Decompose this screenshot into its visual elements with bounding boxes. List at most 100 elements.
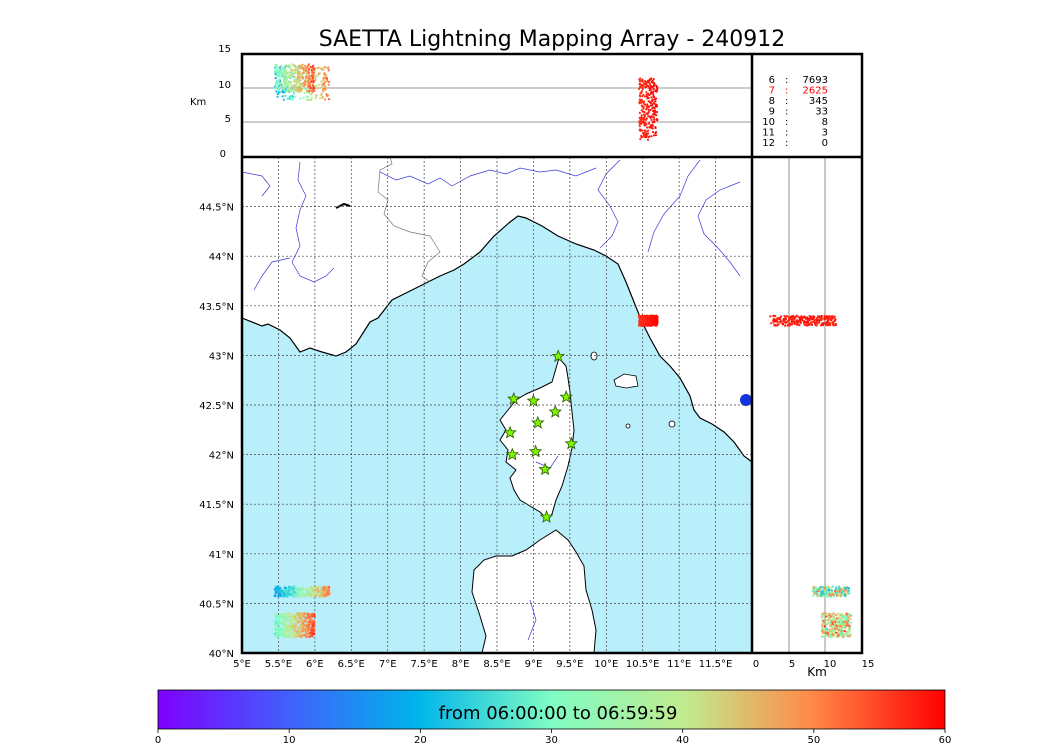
- lightning-altitude-point: [830, 589, 833, 592]
- lightning-source-point: [654, 323, 657, 327]
- lightning-altitude-point: [782, 318, 785, 321]
- lightning-altitude-point: [828, 321, 831, 325]
- lightning-altitude-point: [306, 89, 309, 92]
- lightning-altitude-point: [835, 592, 839, 595]
- lightning-altitude-point: [297, 68, 300, 71]
- lightning-altitude-point: [840, 588, 843, 591]
- lightning-altitude-point: [840, 595, 843, 598]
- lightning-altitude-point: [304, 69, 307, 72]
- lightning-source-point: [314, 586, 318, 589]
- lightning-altitude-point: [774, 314, 777, 318]
- stats-separator: :: [785, 128, 788, 139]
- lightning-altitude-point: [821, 621, 824, 624]
- lightning-altitude-point: [294, 80, 297, 84]
- lightning-altitude-point: [794, 316, 797, 319]
- lightning-altitude-point: [640, 100, 643, 103]
- top-ytick-10: 10: [218, 80, 231, 91]
- lightning-source-point: [285, 590, 289, 593]
- lightning-altitude-point: [297, 88, 300, 91]
- stats-value: 7693: [803, 75, 828, 86]
- lightning-altitude-point: [324, 81, 327, 84]
- right-panel-points: [769, 314, 853, 639]
- lightning-source-point: [314, 594, 317, 598]
- lightning-altitude-point: [826, 621, 829, 624]
- lightning-source-point: [318, 591, 322, 594]
- stats-separator: :: [785, 86, 788, 97]
- lightning-altitude-point: [638, 120, 641, 123]
- lightning-altitude-point: [304, 80, 307, 83]
- stats-separator: :: [785, 117, 788, 128]
- lightning-altitude-point: [310, 96, 313, 99]
- lightning-altitude-point: [638, 87, 641, 91]
- lightning-altitude-point: [846, 632, 849, 635]
- lightning-altitude-point: [327, 80, 330, 84]
- lightning-altitude-point: [820, 593, 823, 596]
- colorbar-tick-label: 50: [807, 735, 820, 746]
- lightning-altitude-point: [277, 92, 280, 95]
- capraia-island: [590, 351, 598, 361]
- lightning-altitude-point: [841, 613, 844, 616]
- lightning-altitude-point: [776, 317, 779, 320]
- lightning-altitude-point: [307, 68, 311, 71]
- lightning-altitude-point: [849, 621, 853, 624]
- lightning-altitude-point: [642, 131, 645, 135]
- lightning-altitude-point: [840, 626, 843, 630]
- lightning-altitude-point: [290, 81, 293, 84]
- lightning-altitude-point: [323, 65, 326, 69]
- lightning-altitude-point: [843, 593, 846, 597]
- lightning-source-point: [308, 627, 311, 630]
- lightning-altitude-point: [291, 96, 294, 99]
- lightning-altitude-point: [311, 91, 314, 94]
- lightning-source-point: [314, 591, 317, 595]
- lightning-altitude-point: [646, 95, 649, 98]
- lightning-altitude-point: [843, 623, 846, 626]
- lightning-altitude-point: [845, 612, 848, 616]
- lightning-altitude-point: [273, 87, 277, 90]
- lightning-source-point: [302, 623, 306, 627]
- lightning-altitude-point: [840, 616, 843, 619]
- lightning-source-point: [320, 588, 323, 592]
- lightning-altitude-point: [327, 69, 330, 72]
- lightning-source-point: [645, 324, 648, 327]
- lon-tick-label: 8.5°E: [483, 659, 510, 670]
- lightning-altitude-point: [326, 94, 329, 97]
- lightning-source-point: [301, 587, 305, 591]
- lon-tick-label: 9.5°E: [556, 659, 583, 670]
- lightning-altitude-point: [825, 321, 828, 324]
- lightning-source-point: [301, 629, 305, 633]
- lightning-altitude-point: [305, 73, 308, 76]
- lightning-source-point: [307, 615, 311, 618]
- lightning-altitude-point: [811, 585, 815, 589]
- lightning-altitude-point: [314, 78, 317, 81]
- lightning-altitude-point: [834, 613, 837, 616]
- lightning-altitude-point: [809, 316, 813, 319]
- lightning-altitude-point: [646, 138, 650, 141]
- lightning-altitude-point: [650, 135, 653, 138]
- lightning-altitude-point: [847, 589, 851, 592]
- stats-separator: :: [785, 75, 788, 86]
- lightning-altitude-point: [795, 314, 798, 317]
- lightning-source-point: [273, 594, 277, 597]
- lightning-source-point: [276, 629, 280, 632]
- lightning-source-point: [284, 626, 288, 630]
- lightning-source-point: [299, 626, 303, 630]
- lightning-altitude-point: [814, 591, 817, 594]
- map-panel: 5°E 5.5°E 6°E 6.5°E 7°E 7.5°E 8°E 8.5°E 9°E 9.5°E…: [199, 156, 752, 670]
- lightning-altitude-point: [320, 80, 323, 83]
- stats-separator: :: [785, 107, 788, 118]
- lightning-altitude-point: [825, 612, 828, 615]
- lightning-altitude-point: [285, 90, 288, 93]
- lightning-altitude-point: [298, 85, 301, 89]
- map-lightning-points: [273, 314, 659, 639]
- lightning-altitude-point: [653, 120, 656, 124]
- lightning-source-point: [277, 615, 281, 618]
- lightning-source-point: [273, 588, 277, 591]
- lightning-altitude-point: [650, 91, 653, 94]
- lightning-altitude-point: [819, 317, 822, 321]
- lightning-source-point: [311, 594, 315, 598]
- lightning-altitude-point: [325, 73, 328, 76]
- lightning-source-point: [276, 620, 280, 623]
- lightning-altitude-point: [638, 78, 641, 81]
- lightning-altitude-point: [779, 321, 782, 324]
